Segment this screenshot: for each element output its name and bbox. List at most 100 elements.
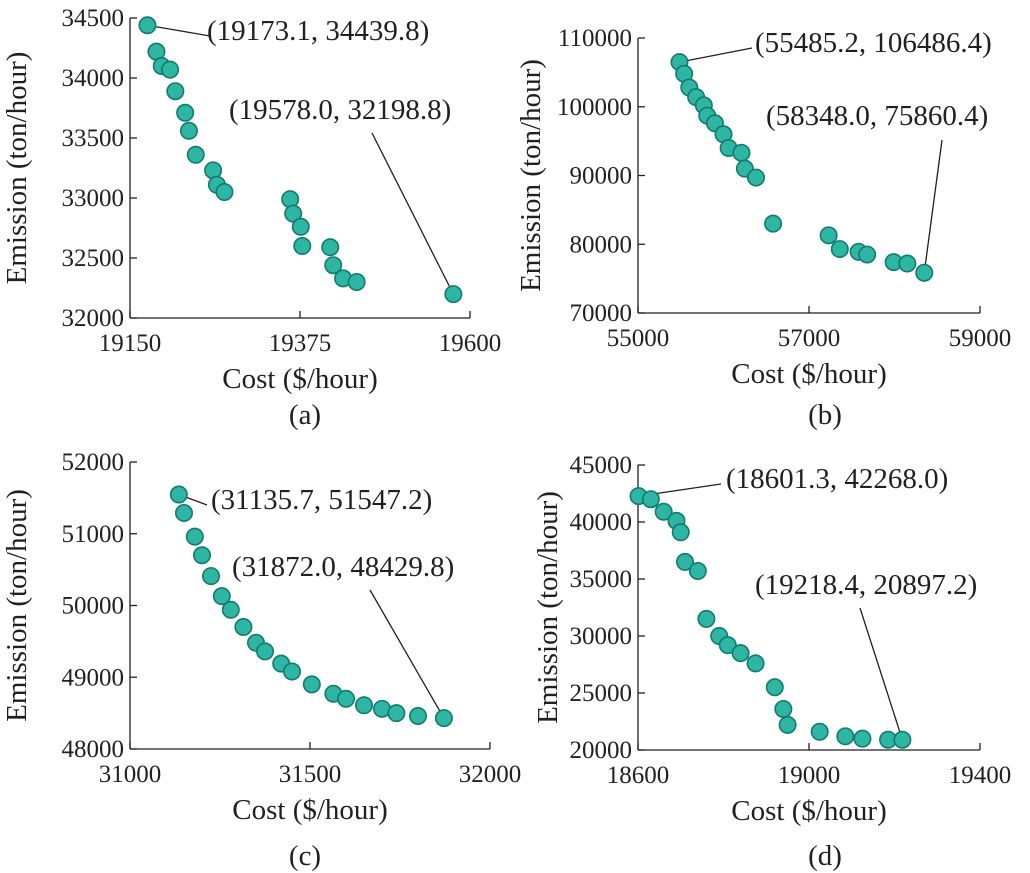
y-tick-label: 70000 (570, 300, 633, 327)
y-tick-label: 34000 (62, 65, 125, 92)
data-point (138, 16, 157, 35)
y-tick-label: 25000 (570, 680, 633, 707)
data-point (202, 567, 221, 586)
data-point (321, 238, 340, 257)
y-tick-label: 32500 (62, 245, 125, 272)
data-point (654, 502, 673, 521)
y-axis-title: Emission (ton/hour) (1, 52, 33, 285)
panel-label: (c) (289, 840, 321, 872)
y-tick-label: 40000 (570, 509, 633, 536)
y-tick-label: 35000 (570, 566, 633, 593)
x-axis-title: Cost ($/hour) (731, 795, 886, 827)
data-point (212, 587, 231, 606)
x-tick-label: 18600 (607, 762, 670, 789)
y-tick-label: 34500 (62, 5, 125, 32)
x-tick-label: 31000 (99, 761, 162, 788)
annotation-label: (31872.0, 48429.8) (232, 551, 454, 583)
x-axis-title: Cost ($/hour) (232, 794, 387, 826)
data-point (732, 143, 751, 162)
data-point (175, 503, 194, 522)
y-tick-label: 51000 (62, 521, 125, 548)
data-point (819, 226, 838, 245)
y-axis-title: Emission (ton/hour) (515, 59, 547, 292)
x-tick-label: 19400 (949, 762, 1012, 789)
y-tick-label: 90000 (570, 163, 633, 190)
x-tick-label: 55000 (607, 325, 670, 352)
data-point (161, 60, 180, 79)
data-point (221, 600, 240, 619)
x-tick-label: 19150 (99, 330, 162, 357)
x-tick-label: 57000 (778, 325, 841, 352)
annotation-label: (55485.2, 106486.4) (755, 27, 992, 59)
x-axis-title: Cost ($/hour) (731, 358, 886, 390)
annotation-leader-line (369, 589, 445, 719)
data-point (169, 485, 188, 504)
panel-label: (b) (808, 399, 842, 431)
data-point (676, 552, 695, 571)
data-point (810, 722, 829, 741)
annotation-label: (18601.3, 42268.0) (726, 463, 948, 495)
chart-panel: 48000 49000 50000 51000 52000 31000 31500 32000… (1, 449, 521, 872)
y-tick-label: 50000 (62, 593, 125, 620)
data-point (836, 727, 855, 746)
x-tick-label: 59000 (949, 325, 1012, 352)
annotation-leader-line (147, 24, 211, 37)
data-point (347, 272, 366, 291)
data-point (765, 678, 784, 697)
x-tick-label: 19600 (439, 330, 502, 357)
annotation-label: (19578.0, 32198.8) (229, 94, 451, 126)
chart-panel: 32000 32500 33000 33500 34000 34500 19150 19375… (1, 5, 501, 431)
data-point (764, 214, 783, 233)
data-point (284, 204, 303, 223)
data-point (281, 190, 300, 209)
data-point (282, 662, 301, 681)
data-point (354, 696, 373, 715)
y-tick-label: 32000 (62, 305, 125, 332)
data-point (291, 217, 310, 236)
y-tick-label: 33000 (62, 185, 125, 212)
annotation-label: (19173.1, 34439.8) (207, 15, 429, 47)
data-point (774, 699, 793, 718)
data-point (731, 644, 750, 663)
data-point (688, 562, 707, 581)
data-point (746, 168, 765, 187)
chart-panel: 70000 80000 90000 100000 110000 55000 57000 590… (515, 25, 1011, 431)
data-point (302, 675, 321, 694)
data-point (186, 145, 205, 164)
data-point (641, 490, 660, 509)
y-tick-label: 80000 (570, 231, 633, 258)
data-point (718, 636, 737, 655)
y-tick-label: 110000 (558, 25, 632, 52)
data-point (179, 121, 198, 140)
data-point (255, 642, 274, 661)
x-tick-label: 19000 (778, 762, 841, 789)
x-axis-title: Cost ($/hour) (222, 363, 377, 395)
y-tick-label: 20000 (570, 737, 633, 764)
data-point (234, 618, 253, 637)
data-point (778, 715, 797, 734)
data-point (434, 709, 453, 728)
data-point (185, 527, 204, 546)
panel-label: (a) (289, 399, 321, 431)
annotation-leader-line (859, 607, 903, 740)
y-tick-label: 100000 (557, 94, 632, 121)
annotation-label: (58348.0, 75860.4) (766, 100, 988, 132)
data-point (444, 285, 463, 304)
x-tick-label: 19375 (269, 330, 332, 357)
data-point (387, 704, 406, 723)
data-point (193, 546, 212, 565)
data-point (293, 237, 312, 256)
data-point (853, 729, 872, 748)
data-point (336, 689, 355, 708)
y-tick-label: 49000 (62, 664, 125, 691)
data-point (166, 82, 185, 101)
x-tick-label: 32000 (459, 761, 522, 788)
data-point (915, 263, 934, 282)
annotation-leader-line (679, 47, 753, 63)
data-point (898, 254, 917, 273)
data-point (408, 706, 427, 725)
annotation-leader-line (923, 139, 943, 273)
y-axis-title: Emission (ton/hour) (532, 491, 564, 724)
annotation-label: (19218.4, 20897.2) (755, 569, 977, 601)
